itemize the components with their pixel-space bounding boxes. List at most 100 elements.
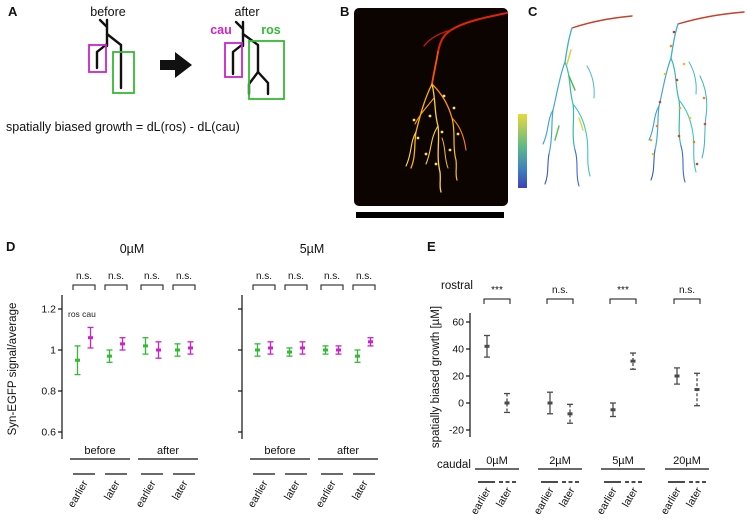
- cau-point-marker: [156, 348, 161, 352]
- later-point-marker: [694, 388, 700, 391]
- earlier-point-marker: [484, 344, 490, 348]
- tree-branch: [247, 70, 260, 96]
- neuron-arbor: [405, 12, 508, 193]
- sig-label: n.s.: [144, 271, 160, 282]
- microscopy-background: [354, 8, 508, 206]
- microscopy-image: [354, 8, 508, 206]
- panel-e-chart: -20 0 20 40 60 *** n.s. *** n.s. rostral caudal 0µM…: [430, 280, 709, 517]
- sig-bracket: [352, 284, 376, 290]
- y-tick-label: 0: [458, 398, 464, 410]
- tree-branch: [105, 32, 123, 90]
- cau-point-marker: [268, 346, 273, 350]
- phase-label: before: [84, 445, 115, 457]
- panel-e-label: E: [427, 239, 436, 254]
- ros-point-marker: [355, 354, 360, 358]
- ros-point-marker: [107, 354, 112, 358]
- sig-label: ***: [617, 285, 629, 296]
- earlier-point-marker: [610, 408, 616, 412]
- before-label: before: [90, 5, 125, 19]
- sig-bracket: [72, 284, 96, 290]
- panel-c-label: C: [528, 4, 538, 19]
- sig-label: n.s.: [356, 271, 372, 282]
- later-point-marker: [630, 359, 636, 363]
- y-tick-label: 1: [50, 345, 56, 357]
- arrow-icon: [160, 52, 192, 78]
- phase-label: after: [157, 445, 179, 457]
- tracing-panel: [518, 11, 745, 188]
- tree-branch: [234, 20, 245, 31]
- formula-text: spatially biased growth = dL(ros) - dL(c…: [6, 120, 240, 134]
- colorbar: [518, 114, 527, 188]
- cau-point-marker: [368, 340, 373, 344]
- panel-a-schematic: before after cau ros spatially biased gr…: [6, 5, 285, 134]
- y-tick-label: 60: [452, 317, 464, 329]
- cau-point-marker: [88, 336, 93, 340]
- sig-label: n.s.: [108, 271, 124, 282]
- x-tick-label: later: [102, 478, 123, 502]
- x-tick-label: earlier: [66, 478, 91, 510]
- sig-bracket: [172, 284, 196, 290]
- sig-bracket: [320, 284, 344, 290]
- ros-region-box-after: [248, 40, 285, 100]
- later-point-marker: [504, 401, 510, 405]
- sig-label: n.s.: [552, 285, 568, 296]
- y-tick-label: 20: [452, 371, 464, 383]
- ros-point-marker: [323, 348, 328, 352]
- cau-region-box-after: [224, 42, 243, 78]
- concentration-label: 20µM: [673, 455, 701, 467]
- x-tick-label: later: [170, 478, 191, 502]
- panel-b-label: B: [340, 4, 350, 19]
- ros-label: ros: [261, 23, 281, 37]
- tracing-late-puncta: [649, 30, 707, 166]
- sig-bracket: [140, 284, 164, 290]
- y-tick-label: 40: [452, 344, 464, 356]
- panel-d-label: D: [6, 239, 16, 254]
- earlier-point-marker: [674, 374, 680, 378]
- x-tick-label: later: [620, 485, 641, 509]
- ros-point-marker: [143, 344, 148, 348]
- cau-point-marker: [120, 342, 125, 346]
- x-tick-label: later: [494, 485, 515, 509]
- ros-point-marker: [255, 348, 260, 352]
- earlier-point-marker: [547, 401, 553, 405]
- sig-bracket: [609, 298, 637, 304]
- concentration-label: 2µM: [549, 455, 571, 467]
- ros-point-marker: [175, 348, 180, 352]
- phase-label: after: [337, 445, 359, 457]
- tree-branch: [241, 32, 260, 74]
- sig-label: n.s.: [324, 271, 340, 282]
- ros-point-marker: [287, 350, 292, 354]
- subplot-title: 0µM: [120, 242, 145, 256]
- sig-bracket: [284, 284, 308, 290]
- tracing-late: [648, 11, 745, 183]
- tree-branch: [231, 42, 245, 76]
- ros-point-marker: [75, 358, 80, 362]
- sig-bracket: [104, 284, 128, 290]
- y-tick-label: 0.8: [41, 386, 56, 398]
- x-tick-label: later: [557, 485, 578, 509]
- concentration-label: 5µM: [612, 455, 634, 467]
- cau-point-marker: [336, 348, 341, 352]
- e-y-axis-label: spatially biased growth [µM]: [430, 306, 442, 448]
- scale-bar: [356, 212, 504, 218]
- sig-label: n.s.: [679, 285, 695, 296]
- x-tick-label: earlier: [469, 485, 494, 517]
- sig-label: n.s.: [256, 271, 272, 282]
- x-tick-label: earlier: [659, 485, 684, 517]
- sig-bracket: [252, 284, 276, 290]
- y-tick-label: 1.2: [41, 304, 56, 316]
- x-tick-label: later: [684, 485, 705, 509]
- later-point-marker: [567, 412, 573, 416]
- concentration-label: 0µM: [486, 455, 508, 467]
- subplot-title: 5µM: [300, 242, 325, 256]
- d-y-axis-label: Syn-EGFP signal/average: [7, 303, 19, 436]
- tree-branch: [98, 18, 109, 29]
- tracing-early: [542, 15, 633, 187]
- sig-label: ***: [491, 285, 503, 296]
- tree-branch: [95, 42, 109, 70]
- y-tick-label: 0.6: [41, 427, 56, 439]
- tree-branch: [256, 70, 270, 96]
- sig-bracket: [483, 298, 511, 304]
- series-legend: ros cau: [68, 309, 96, 319]
